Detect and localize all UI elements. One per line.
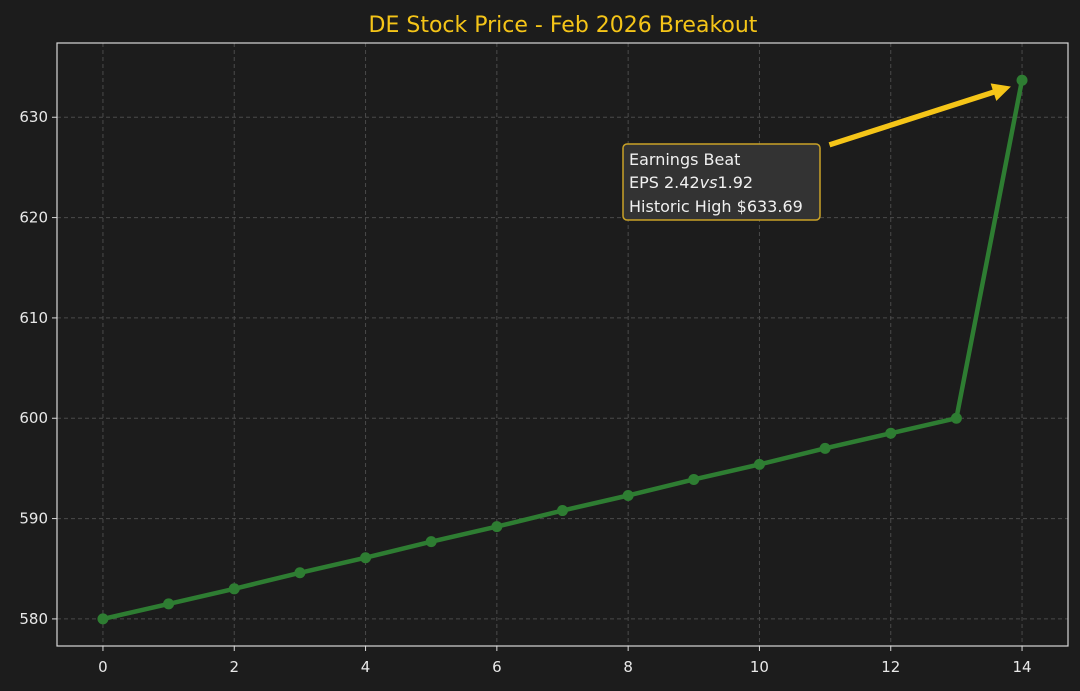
axis-frame [52, 42, 1069, 651]
annotation-eps-estimate: 1.92 [717, 173, 753, 192]
price-point [228, 583, 240, 595]
y-tick-label: 620 [19, 209, 48, 227]
y-tick-label: 590 [19, 510, 48, 528]
annotation-eps-actual: EPS 2.42 [629, 173, 700, 192]
x-tick-label: 6 [492, 658, 502, 676]
x-tick-labels: 0 2 4 6 8 10 12 14 [98, 658, 1031, 676]
y-tick-labels: 580 590 600 610 620 630 [19, 108, 48, 628]
annotation-box [622, 143, 821, 221]
chart-title: DE Stock Price - Feb 2026 Breakout [369, 13, 758, 38]
plot-frame [56, 42, 1069, 647]
price-point [294, 567, 306, 579]
annotation-line-3: Historic High $633.69 [629, 197, 803, 216]
x-tick-label: 0 [98, 658, 108, 676]
price-point [163, 598, 175, 610]
price-point [885, 427, 897, 439]
price-point [753, 458, 765, 470]
annotation-arrow [827, 82, 1014, 149]
price-point [360, 552, 372, 564]
grid-lines [57, 43, 1068, 646]
price-point [491, 521, 503, 533]
price-point [1016, 74, 1028, 86]
x-tick-label: 10 [750, 658, 769, 676]
price-series [97, 74, 1028, 625]
price-point [97, 613, 109, 625]
price-point [688, 473, 700, 485]
x-tick-label: 8 [623, 658, 633, 676]
x-tick-label: 2 [229, 658, 239, 676]
earnings-annotation: Earnings Beat EPS 2.42vs1.92 Historic Hi… [622, 82, 1014, 221]
y-tick-label: 580 [19, 610, 48, 628]
annotation-vs: vs [700, 173, 718, 192]
price-point [622, 490, 634, 502]
y-tick-label: 630 [19, 108, 48, 126]
price-point [950, 412, 962, 424]
annotation-line-2: EPS 2.42vs1.92 [629, 173, 753, 192]
x-tick-label: 4 [361, 658, 371, 676]
y-tick-label: 610 [19, 309, 48, 327]
annotation-line-1: Earnings Beat [629, 150, 740, 169]
price-point [557, 505, 568, 517]
y-tick-label: 600 [19, 409, 48, 427]
price-point [425, 536, 437, 548]
x-tick-label: 12 [881, 658, 900, 676]
x-tick-label: 14 [1012, 658, 1031, 676]
price-point [819, 442, 831, 454]
